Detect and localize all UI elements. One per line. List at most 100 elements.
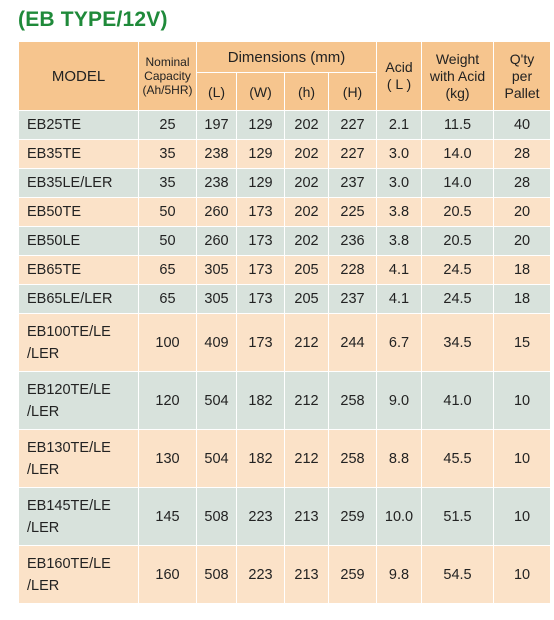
- cell-acid: 2.1: [376, 110, 423, 140]
- cell-height-box: 202: [284, 168, 329, 198]
- cell-height-total: 258: [327, 429, 378, 488]
- header-acid-line: Acid: [385, 59, 413, 75]
- header-weight-line: with Acid: [429, 67, 486, 84]
- cell-capacity: 65: [138, 284, 197, 314]
- cell-model-line: /LER: [27, 403, 60, 420]
- cell-height-box: 213: [284, 545, 329, 604]
- cell-length: 409: [196, 313, 237, 372]
- cell-qty: 28: [493, 168, 552, 198]
- header-qty-line: per: [511, 67, 533, 84]
- cell-model-line: EB25TE: [27, 117, 81, 133]
- cell-weight: 24.5: [421, 255, 495, 285]
- cell-acid: 9.0: [376, 371, 423, 430]
- header-dimensions: Dimensions (mm): [195, 41, 378, 73]
- header-weight: Weight with Acid (kg): [421, 41, 495, 111]
- header-acid: Acid ( L ): [376, 41, 423, 111]
- cell-qty: 18: [493, 284, 552, 314]
- cell-model: EB65LE/LER: [18, 284, 139, 314]
- cell-height-box: 212: [284, 313, 329, 372]
- cell-model: EB130TE/LE/LER: [18, 429, 139, 488]
- header-dim-height-total: (H): [327, 72, 378, 111]
- cell-width: 223: [236, 487, 285, 546]
- header-weight-line: (kg): [445, 84, 470, 101]
- cell-height-box: 202: [284, 197, 329, 227]
- cell-capacity: 100: [138, 313, 197, 372]
- cell-weight: 20.5: [421, 197, 495, 227]
- cell-capacity: 25: [138, 110, 197, 140]
- cell-model-line: /LER: [27, 577, 60, 594]
- cell-acid: 4.1: [376, 255, 423, 285]
- cell-qty: 15: [493, 313, 552, 372]
- cell-length: 305: [196, 284, 237, 314]
- cell-weight: 24.5: [421, 284, 495, 314]
- cell-model: EB100TE/LE/LER: [18, 313, 139, 372]
- cell-height-total: 225: [327, 197, 378, 227]
- table-row: EB120TE/LE/LER 120 504 182 212 258 9.0 41.0 10: [18, 371, 552, 430]
- cell-weight: 14.0: [421, 168, 495, 198]
- cell-acid: 8.8: [376, 429, 423, 488]
- cell-length: 504: [196, 429, 237, 488]
- table-row: EB100TE/LE/LER 100 409 173 212 244 6.7 34.5 15: [18, 313, 552, 372]
- cell-acid: 10.0: [376, 487, 423, 546]
- cell-height-total: 237: [327, 168, 378, 198]
- cell-acid: 3.8: [376, 226, 423, 256]
- cell-length: 260: [196, 226, 237, 256]
- cell-qty: 18: [493, 255, 552, 285]
- table-row: EB65LE/LER 65 305 173 205 237 4.1 24.5 18: [18, 284, 552, 314]
- cell-height-total: 227: [327, 139, 378, 169]
- table-row: EB160TE/LE/LER 160 508 223 213 259 9.8 54.5 10: [18, 545, 552, 604]
- cell-height-total: 259: [327, 545, 378, 604]
- header-nominal-capacity-line: Nominal: [145, 55, 190, 69]
- table-row: EB35LE/LER 35 238 129 202 237 3.0 14.0 28: [18, 168, 552, 198]
- cell-model: EB65TE: [18, 255, 139, 285]
- cell-model-line: EB65TE: [27, 262, 81, 278]
- table-row: EB35TE 35 238 129 202 227 3.0 14.0 28: [18, 139, 552, 169]
- cell-model-line: EB100TE/LE: [27, 323, 111, 340]
- cell-model: EB160TE/LE/LER: [18, 545, 139, 604]
- cell-length: 238: [196, 168, 237, 198]
- cell-model-line: EB50LE: [27, 233, 81, 249]
- cell-model-line: EB35LE/LER: [27, 175, 113, 191]
- header-dim-length: (L): [196, 72, 237, 111]
- cell-qty: 10: [493, 429, 552, 488]
- cell-model: EB120TE/LE/LER: [18, 371, 139, 430]
- cell-weight: 45.5: [421, 429, 495, 488]
- cell-height-box: 212: [284, 371, 329, 430]
- cell-capacity: 50: [138, 226, 197, 256]
- cell-capacity: 65: [138, 255, 197, 285]
- cell-height-total: 259: [327, 487, 378, 546]
- cell-capacity: 160: [138, 545, 197, 604]
- cell-length: 305: [196, 255, 237, 285]
- cell-qty: 10: [493, 371, 552, 430]
- table-body: EB25TE 25 197 129 202 227 2.1 11.5 40 EB35TE 35 238…: [18, 110, 552, 604]
- cell-capacity: 120: [138, 371, 197, 430]
- header-model: MODEL: [18, 41, 139, 111]
- cell-width: 182: [236, 429, 285, 488]
- table-row: EB50TE 50 260 173 202 225 3.8 20.5 20: [18, 197, 552, 227]
- cell-capacity: 35: [138, 168, 197, 198]
- cell-model-line: /LER: [27, 461, 60, 478]
- cell-qty: 20: [493, 197, 552, 227]
- cell-height-total: 236: [327, 226, 378, 256]
- cell-acid: 3.0: [376, 139, 423, 169]
- cell-model-line: EB50TE: [27, 204, 81, 220]
- cell-length: 260: [196, 197, 237, 227]
- header-weight-line: Weight: [435, 50, 480, 67]
- cell-qty: 10: [493, 545, 552, 604]
- cell-height-box: 205: [284, 284, 329, 314]
- cell-model-line: EB35TE: [27, 146, 81, 162]
- cell-model: EB35TE: [18, 139, 139, 169]
- cell-weight: 54.5: [421, 545, 495, 604]
- cell-model-line: EB130TE/LE: [27, 439, 111, 456]
- cell-height-total: 228: [327, 255, 378, 285]
- cell-height-box: 202: [284, 139, 329, 169]
- cell-length: 508: [196, 545, 237, 604]
- cell-height-box: 202: [284, 110, 329, 140]
- cell-acid: 9.8: [376, 545, 423, 604]
- cell-qty: 40: [493, 110, 552, 140]
- cell-capacity: 145: [138, 487, 197, 546]
- header-qty-per-pallet: Q'ty per Pallet: [493, 41, 552, 111]
- cell-width: 129: [236, 168, 285, 198]
- header-nominal-capacity: Nominal Capacity (Ah/5HR): [138, 41, 197, 111]
- cell-acid: 6.7: [376, 313, 423, 372]
